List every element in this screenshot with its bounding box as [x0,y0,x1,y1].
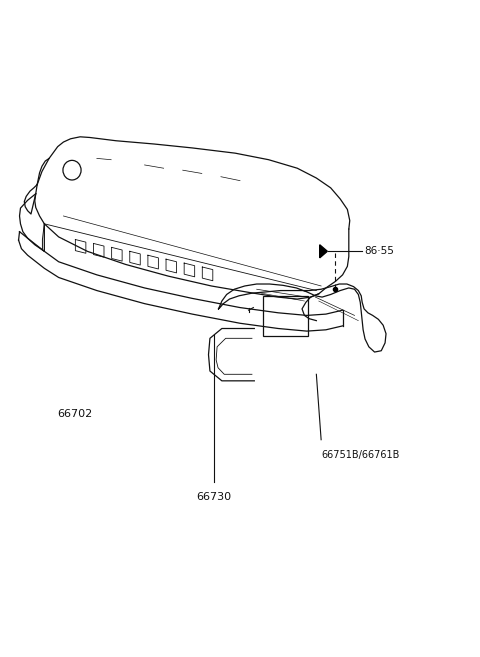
Text: 86·55: 86·55 [364,246,394,256]
Text: 66730: 66730 [196,492,231,502]
Polygon shape [320,245,327,258]
Text: 66702: 66702 [58,409,93,419]
Text: 66751B/66761B: 66751B/66761B [321,449,399,459]
Bar [263,296,308,336]
